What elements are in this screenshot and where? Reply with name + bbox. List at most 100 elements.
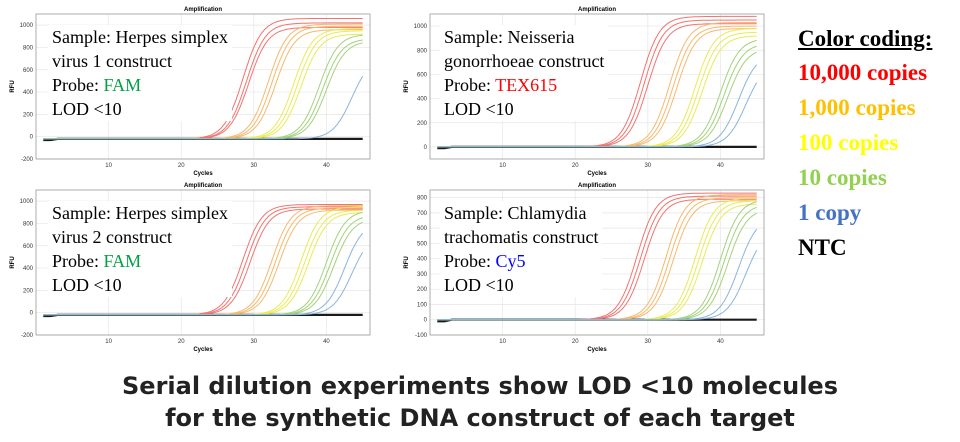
chart-title: Amplification: [184, 183, 222, 189]
legend-item-1000: 1,000 copies: [798, 95, 916, 120]
chart-panel-ct: Amplification -100 0 100 200 300 400 500 600 700 8…: [400, 180, 775, 353]
legend-item-ntc: NTC: [798, 235, 847, 260]
chart-title: Amplification: [184, 7, 222, 13]
probe-line: Probe: TEX615: [444, 73, 604, 97]
y-tick-label: -200: [21, 333, 34, 339]
chart-svg: Amplification 0 200 400 600 800 1000 10 20 30 40 Cy…: [404, 7, 765, 177]
x-tick-label: 10: [499, 339, 506, 345]
probe-name: Cy5: [495, 251, 526, 271]
y-axis-label: RFU: [10, 80, 16, 92]
x-tick-label: 10: [499, 163, 506, 169]
y-tick-label: -100: [415, 333, 428, 339]
caption-line-2: for the synthetic DNA construct of each …: [165, 404, 795, 432]
chart-panel-hsv1: Amplification -200 0 200 400 600 800 1000 10 20 30…: [6, 4, 381, 177]
y-tick-label: 200: [417, 287, 428, 293]
plot-frame: [35, 13, 371, 160]
y-tick-label: 600: [23, 68, 34, 74]
sample-line-1: Sample: Neisseria: [444, 27, 575, 47]
plot-frame: [429, 13, 765, 160]
sample-line-2: trachomatis construct: [444, 227, 599, 247]
y-tick-label: 800: [417, 48, 428, 54]
y-axis-label: RFU: [404, 80, 410, 92]
y-tick-label: -200: [21, 157, 34, 163]
probe-prefix: Probe:: [444, 251, 496, 271]
x-axis-label: Cycles: [193, 171, 213, 177]
chart-panel-hsv2: Amplification -200 0 200 400 600 800 1000 10 20 30…: [6, 180, 381, 353]
sample-line-1: Sample: Herpes simplex: [52, 27, 228, 47]
x-tick-label: 30: [250, 163, 257, 169]
probe-line: Probe: Cy5: [444, 249, 598, 273]
y-tick-label: 600: [417, 226, 428, 232]
y-tick-label: 200: [23, 288, 34, 294]
y-tick-label: 200: [417, 121, 428, 127]
y-tick-label: 0: [424, 318, 428, 324]
x-tick-label: 40: [323, 339, 330, 345]
curve-copies-1: [43, 75, 364, 140]
x-tick-label: 20: [572, 163, 579, 169]
chart-svg: Amplification -100 0 100 200 300 400 500 600 700 8…: [404, 183, 765, 353]
y-tick-label: 100: [417, 302, 428, 308]
x-tick-label: 10: [105, 163, 112, 169]
y-tick-label: 400: [23, 90, 34, 96]
chart-title: Amplification: [578, 183, 616, 189]
lod-line: LOD <10: [444, 99, 514, 119]
y-tick-label: 1000: [20, 23, 34, 29]
y-tick-label: 600: [417, 72, 428, 78]
probe-prefix: Probe:: [444, 75, 496, 95]
probe-name: TEX615: [495, 75, 558, 95]
x-tick-label: 20: [572, 339, 579, 345]
y-tick-label: 600: [23, 244, 34, 250]
legend-item-10000: 10,000 copies: [798, 60, 928, 85]
plot-frame: [35, 189, 371, 336]
y-tick-label: 800: [23, 221, 34, 227]
y-tick-label: 0: [30, 311, 34, 317]
plot-frame: [429, 189, 765, 336]
x-tick-label: 10: [105, 339, 112, 345]
y-tick-label: 400: [417, 257, 428, 263]
curve-copies-1: [437, 82, 758, 148]
lod-line: LOD <10: [444, 275, 514, 295]
y-tick-label: 800: [23, 45, 34, 51]
sample-line-2: gonorrhoeae construct: [444, 51, 605, 71]
y-axis-label: RFU: [10, 256, 16, 268]
x-tick-label: 40: [717, 339, 724, 345]
chart-title: Amplification: [578, 7, 616, 13]
y-tick-label: 700: [417, 211, 428, 217]
y-tick-label: 1000: [20, 199, 34, 205]
x-tick-label: 30: [250, 339, 257, 345]
y-tick-label: 500: [417, 241, 428, 247]
color-legend: Color coding: 10,000 copies 1,000 copies…: [798, 26, 932, 270]
sample-line-2: virus 1 construct: [52, 51, 172, 71]
x-tick-label: 20: [178, 339, 185, 345]
probe-prefix: Probe:: [52, 75, 104, 95]
x-tick-label: 30: [644, 163, 651, 169]
probe-name: FAM: [103, 75, 142, 95]
curve-copies-1: [437, 249, 758, 321]
x-tick-label: 30: [644, 339, 651, 345]
probe-name: FAM: [103, 251, 142, 271]
y-tick-label: 300: [417, 272, 428, 278]
lod-line: LOD <10: [52, 275, 122, 295]
x-tick-label: 40: [323, 163, 330, 169]
y-tick-label: 200: [23, 112, 34, 118]
sample-line-2: virus 2 construct: [52, 227, 172, 247]
sample-info-box: Sample: Neisseria gonorrhoeae construct …: [440, 25, 609, 121]
x-axis-label: Cycles: [587, 171, 607, 177]
x-tick-label: 20: [178, 163, 185, 169]
x-axis-label: Cycles: [587, 347, 607, 353]
y-tick-label: 400: [23, 266, 34, 272]
curve-copies-1: [43, 251, 364, 316]
caption: Serial dilution experiments show LOD <10…: [0, 370, 960, 434]
y-tick-label: 400: [417, 97, 428, 103]
probe-line: Probe: FAM: [52, 249, 228, 273]
y-tick-label: 0: [424, 145, 428, 151]
chart-panel-ng: Amplification 0 200 400 600 800 1000 10 20 30 40 Cy…: [400, 4, 775, 177]
sample-info-box: Sample: Herpes simplex virus 1 construct…: [48, 25, 232, 121]
probe-line: Probe: FAM: [52, 73, 228, 97]
caption-line-1: Serial dilution experiments show LOD <10…: [122, 372, 838, 400]
sample-line-1: Sample: Herpes simplex: [52, 203, 228, 223]
legend-item-100: 100 copies: [798, 130, 899, 155]
y-tick-label: 1000: [414, 24, 428, 30]
sample-info-box: Sample: Herpes simplex virus 2 construct…: [48, 201, 232, 297]
y-tick-label: 0: [30, 135, 34, 141]
